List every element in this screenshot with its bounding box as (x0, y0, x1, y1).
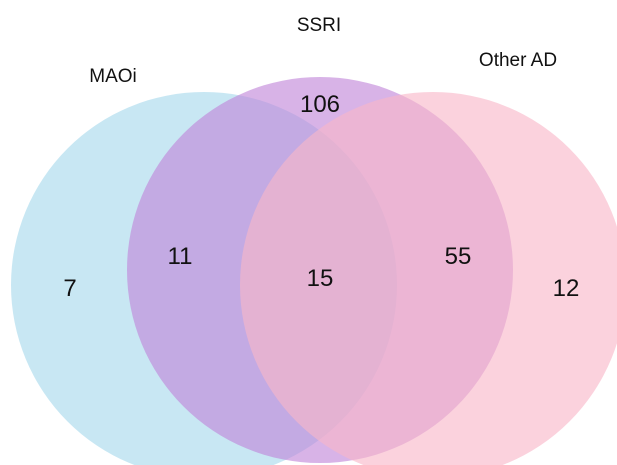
circle-other-ad (240, 92, 617, 465)
venn-circles (11, 77, 617, 465)
label-other-ad: Other AD (479, 50, 557, 71)
label-maoi: MAOi (89, 66, 137, 87)
label-ssri: SSRI (297, 15, 341, 36)
count-all-three: 15 (307, 265, 334, 292)
count-maoi-only: 7 (63, 275, 76, 302)
count-maoi-ssri: 11 (168, 243, 193, 270)
count-ssri-other: 55 (445, 243, 472, 270)
count-other-only: 12 (553, 275, 580, 302)
count-ssri-only: 106 (300, 91, 340, 118)
